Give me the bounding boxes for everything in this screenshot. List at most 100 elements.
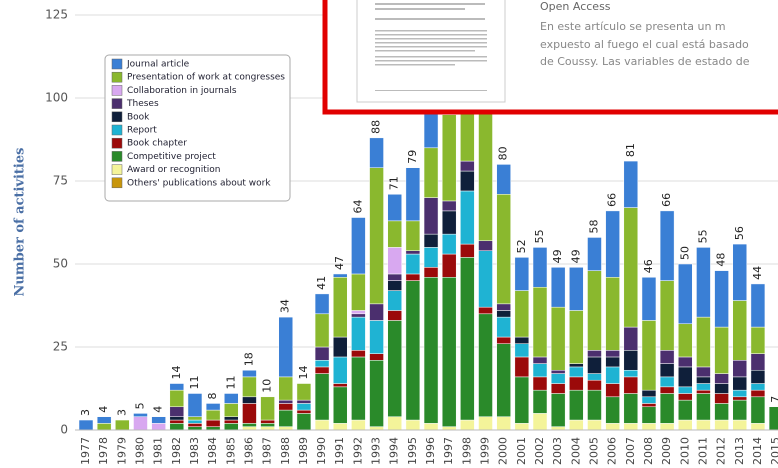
- bar-segment: [732, 399, 748, 421]
- bar-segment: [750, 353, 766, 371]
- bar-segment: [441, 210, 457, 235]
- x-tick-label: 1978: [97, 437, 110, 465]
- legend-label: Report: [127, 126, 157, 136]
- bar-segment: [569, 310, 584, 364]
- bar-segment: [605, 277, 620, 351]
- bar-segment: [151, 423, 166, 431]
- total-label: 46: [642, 259, 655, 273]
- legend-swatch: [111, 124, 123, 136]
- total-label: 88: [370, 120, 383, 134]
- bar-segment: [169, 389, 185, 408]
- bar-segment: [659, 393, 675, 424]
- legend-swatch: [111, 164, 123, 175]
- bar-segment: [187, 423, 203, 427]
- bar-segment: [296, 409, 312, 414]
- bar-segment: [678, 323, 693, 358]
- x-tick-label: 1979: [115, 437, 128, 465]
- bar-segment: [587, 350, 602, 358]
- bar-segment: [478, 250, 493, 308]
- bar-segment: [532, 363, 548, 378]
- bar-segment: [496, 310, 511, 318]
- x-tick-label: 1981: [152, 437, 165, 465]
- legend-swatch: [111, 151, 123, 162]
- legend-label: Award or recognition: [127, 165, 221, 175]
- bar-segment: [641, 396, 657, 404]
- bar-segment: [587, 419, 602, 431]
- legend-swatch: [111, 111, 123, 123]
- bar-segment: [351, 316, 366, 351]
- bar-segment: [314, 346, 330, 361]
- bar-segment: [678, 419, 693, 431]
- x-tick-label: 1989: [297, 437, 310, 465]
- bar-segment: [169, 406, 185, 417]
- bar-segment: [750, 326, 766, 354]
- bar-segment: [351, 310, 366, 315]
- bar-segment: [332, 356, 348, 384]
- bar-segment: [696, 389, 711, 394]
- bar-segment: [514, 290, 530, 338]
- bar-segment: [314, 293, 330, 315]
- bar-segment: [387, 320, 402, 417]
- bar-segment: [768, 406, 778, 431]
- bar-segment: [714, 326, 729, 374]
- bar-segment: [205, 403, 221, 411]
- bar-segment: [714, 270, 729, 328]
- bar-segment: [659, 350, 675, 364]
- total-label: 79: [406, 150, 419, 164]
- bar-segment: [351, 350, 366, 358]
- bar-segment: [78, 419, 94, 431]
- bar-segment: [205, 409, 221, 421]
- bar-segment: [714, 383, 729, 394]
- bar-segment: [278, 316, 294, 378]
- legend-swatch: [111, 177, 123, 189]
- bar-segment: [205, 419, 221, 427]
- total-label: 41: [315, 276, 328, 290]
- y-tick-label: 125: [45, 8, 68, 22]
- bar-segment: [587, 270, 602, 351]
- bar-segment: [732, 243, 748, 301]
- bar-segment: [678, 366, 693, 388]
- legend-swatch: [111, 85, 123, 96]
- bar-segment: [514, 257, 530, 291]
- bar-segment: [550, 369, 566, 374]
- total-label: 71: [388, 176, 401, 190]
- bar-segment: [332, 383, 348, 388]
- bar-segment: [532, 376, 548, 391]
- x-tick-label: 2009: [660, 437, 673, 465]
- bar-segment: [496, 164, 511, 195]
- bar-segment: [460, 243, 475, 258]
- x-tick-label: 2001: [515, 437, 528, 465]
- bar-segment: [187, 393, 203, 417]
- bar-segment: [278, 409, 294, 427]
- bar-segment: [332, 277, 348, 338]
- bar-segment: [496, 316, 511, 338]
- bar-segment: [659, 363, 675, 378]
- bar-segment: [605, 356, 620, 368]
- x-tick-label: 1998: [460, 437, 473, 465]
- bar-segment: [224, 393, 239, 404]
- bar-segment: [623, 369, 639, 378]
- legend-label: Book: [127, 112, 150, 122]
- bar-segment: [369, 303, 384, 321]
- total-label: 66: [660, 193, 673, 207]
- bar-segment: [423, 197, 439, 235]
- total-label: 18: [242, 352, 255, 366]
- bar-segment: [187, 419, 203, 424]
- bar-segment: [387, 247, 402, 275]
- bar-segment: [696, 393, 711, 421]
- x-tick-label: 2000: [497, 437, 510, 465]
- bar-segment: [478, 306, 493, 315]
- bar-segment: [369, 167, 384, 305]
- bar-segment: [278, 376, 294, 401]
- bar-segment: [460, 170, 475, 192]
- total-label: 3: [79, 409, 92, 416]
- bar-segment: [296, 403, 312, 411]
- bar-segment: [732, 389, 748, 398]
- x-tick-label: 2012: [715, 437, 728, 465]
- legend-swatch: [111, 98, 123, 109]
- bar-segment: [532, 356, 548, 364]
- bar-segment: [296, 399, 312, 404]
- y-axis-title: Number of activities: [13, 148, 28, 297]
- total-label: 4: [152, 406, 165, 413]
